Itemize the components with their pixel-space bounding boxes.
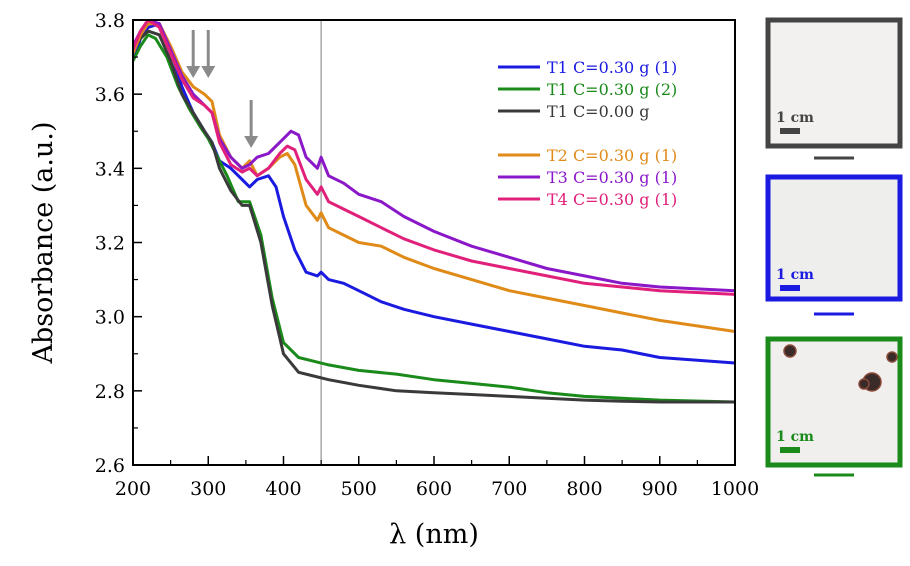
series-line-3 [133, 22, 735, 333]
y-tick-label: 3.4 [95, 158, 125, 180]
x-tick-label: 700 [491, 478, 527, 500]
scale-bar-label-1: 1 cm [776, 267, 814, 283]
sample-photo-panels: 1 cm 1 cm 1 cm [765, 17, 903, 477]
y-tick-label: 3.6 [95, 84, 125, 106]
particle-spot-2 [858, 378, 870, 390]
series-line-4 [133, 20, 735, 293]
scale-bar-label-2: 1 cm [776, 429, 814, 445]
legend-label-1: T1 C=0.30 g (2) [547, 80, 677, 99]
series-line-0 [133, 22, 735, 365]
arrow-icon-0 [186, 66, 201, 78]
sample-photo-2 [765, 336, 903, 468]
x-tick-label: 800 [566, 478, 602, 500]
arrow-icon-1 [201, 66, 216, 78]
scale-bar-2 [780, 447, 800, 453]
y-tick-label: 2.6 [95, 455, 125, 477]
series-line-2 [133, 29, 735, 404]
sample-photo-0 [765, 17, 903, 149]
series-group [133, 20, 735, 404]
y-tick-label: 2.8 [95, 381, 125, 403]
particle-spot-0 [783, 344, 797, 358]
scale-bar-label-0: 1 cm [776, 110, 814, 126]
x-tick-label: 500 [341, 478, 377, 500]
scale-bar-1 [780, 285, 800, 291]
legend-label-0: T1 C=0.30 g (1) [547, 58, 677, 77]
series-line-5 [133, 20, 735, 296]
x-tick-label: 300 [190, 478, 226, 500]
legend-label-4: T3 C=0.30 g (1) [547, 168, 677, 187]
legend-label-5: T4 C=0.30 g (1) [547, 190, 677, 209]
legend-label-3: T2 C=0.30 g (1) [547, 146, 677, 165]
sample-photo-1 [765, 174, 903, 302]
particle-spot-3 [886, 351, 898, 363]
x-tick-label: 1000 [711, 478, 759, 500]
legend-label-2: T1 C=0.00 g [547, 102, 650, 121]
y-axis-title: Absorbance (a.u.) [28, 122, 59, 365]
x-tick-label: 900 [642, 478, 678, 500]
x-tick-label: 200 [115, 478, 151, 500]
y-tick-label: 3.2 [95, 233, 125, 255]
x-tick-label: 400 [265, 478, 301, 500]
y-tick-label: 3.8 [95, 10, 125, 32]
x-axis-title: λ (nm) [389, 519, 479, 550]
scale-bar-0 [780, 128, 800, 134]
y-tick-label: 3.0 [95, 307, 125, 329]
absorbance-chart: 200 300 400 500 600 700 800 900 1000 2.6 2.8 3.0 3.2… [28, 10, 759, 550]
arrow-icon-2 [244, 136, 259, 148]
x-tick-label: 600 [416, 478, 452, 500]
